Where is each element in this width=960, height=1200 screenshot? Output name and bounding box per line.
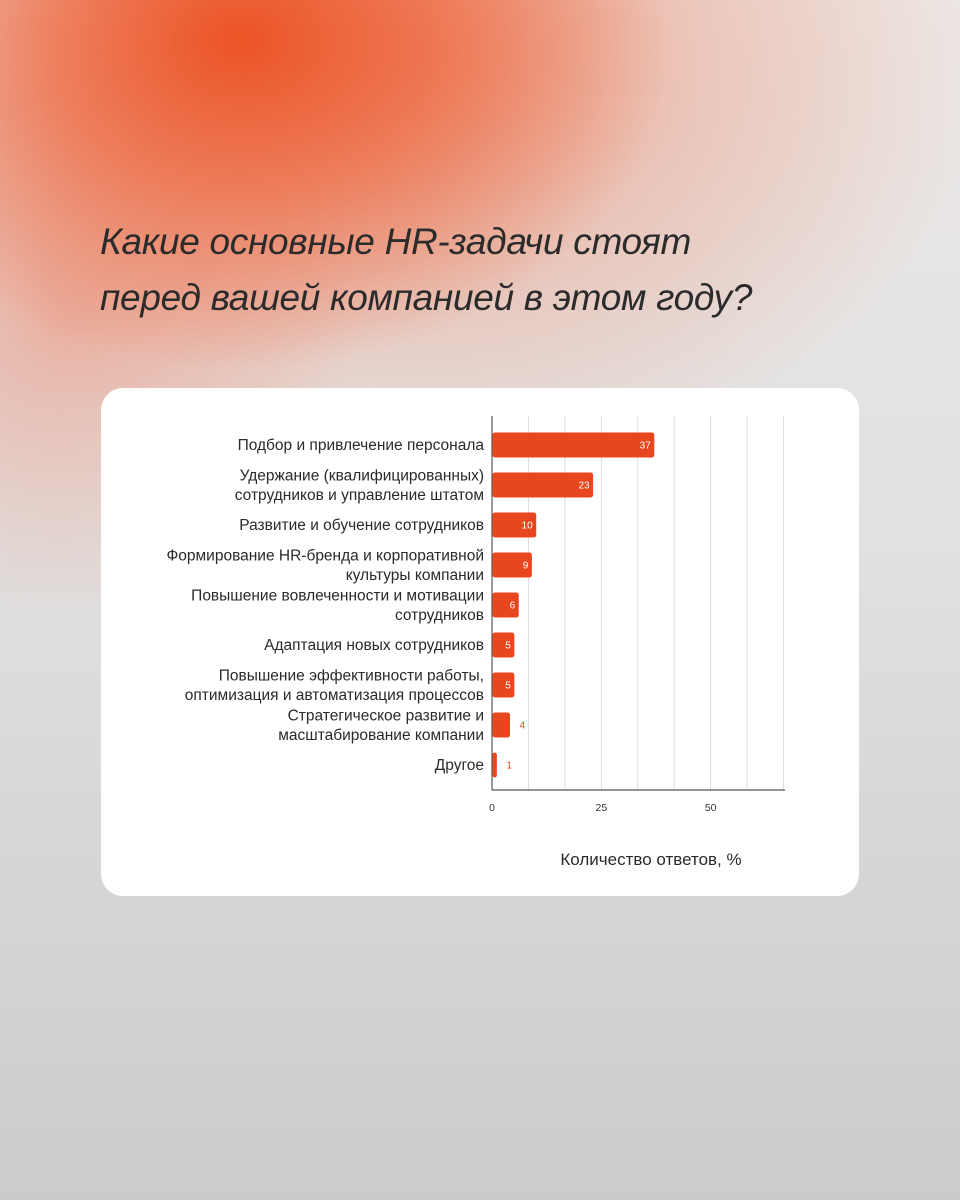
category-label-2-line-2: сотрудников и управление штатом [235, 487, 484, 504]
bar-chart: 0 25 50 37 Подбор и привлечение персонала 23 У… [166, 416, 785, 814]
bar-3 [492, 512, 537, 538]
category-label-7-line-1: Повышение эффективности работы, [219, 667, 484, 684]
data-label-3: 10 [522, 521, 534, 532]
category-label-3-line-1: Развитие и обучение сотрудников [239, 517, 484, 534]
category-label-5-line-2: сотрудников [395, 607, 484, 624]
category-label-7-line-2: оптимизация и автоматизация процессов [185, 687, 484, 704]
bar-4 [492, 552, 532, 578]
data-label-9: 1 [506, 761, 512, 772]
bar-9 [492, 752, 497, 778]
category-label-2-line-1: Удержание (квалифицированных) [240, 467, 484, 484]
title-line-2: перед вашей компанией в этом году? [100, 277, 753, 318]
category-label-1-line-1: Подбор и привлечение персонала [238, 437, 485, 454]
category-label-9: Другое [435, 757, 484, 774]
bar-1 [492, 432, 655, 458]
category-label-6: Адаптация новых сотрудников [264, 637, 484, 654]
category-label-1: Подбор и привлечение персонала [238, 437, 485, 454]
category-label-6-line-1: Адаптация новых сотрудников [264, 637, 484, 654]
data-label-6: 5 [505, 641, 511, 652]
category-label-8-line-2: масштабирование компании [278, 727, 484, 744]
data-label-7: 5 [505, 681, 511, 692]
x-axis-title: Количество ответов, % [560, 850, 742, 869]
data-label-4: 9 [523, 561, 529, 572]
bar-5 [492, 592, 519, 618]
category-label-8-line-1: Стратегическое развитие и [288, 707, 484, 724]
data-label-5: 6 [510, 601, 516, 612]
title-line-1: Какие основные HR-задачи стоят [100, 221, 692, 262]
bar-8 [492, 712, 510, 738]
category-label-5: Повышение вовлеченности и мотивации сотру… [191, 587, 484, 624]
data-label-8: 4 [519, 721, 525, 732]
chart-title: Какие основные HR-задачи стоят перед ваш… [100, 214, 860, 326]
category-label-9-line-1: Другое [435, 757, 484, 774]
data-label-1: 37 [640, 441, 652, 452]
category-label-2: Удержание (квалифицированных) сотрудников… [235, 467, 484, 504]
chart-card: 0 25 50 37 Подбор и привлечение персонала 23 У… [101, 388, 859, 896]
data-label-2: 23 [578, 481, 590, 492]
bar-6 [492, 632, 515, 658]
category-label-4-line-1: Формирование HR-бренда и корпоративной [166, 547, 484, 564]
category-label-4: Формирование HR-бренда и корпоративной ку… [166, 547, 484, 584]
category-label-8: Стратегическое развитие и масштабирование… [278, 707, 484, 744]
x-tick-label-3: 50 [705, 802, 717, 814]
bar-7 [492, 672, 515, 698]
category-label-4-line-2: культуры компании [346, 567, 484, 584]
bar-2 [492, 472, 594, 498]
x-tick-label-1: 0 [489, 802, 495, 814]
category-label-7: Повышение эффективности работы, оптимизац… [185, 667, 484, 704]
category-label-5-line-1: Повышение вовлеченности и мотивации [191, 587, 484, 604]
x-tick-label-2: 25 [595, 802, 607, 814]
category-label-3: Развитие и обучение сотрудников [239, 517, 484, 534]
